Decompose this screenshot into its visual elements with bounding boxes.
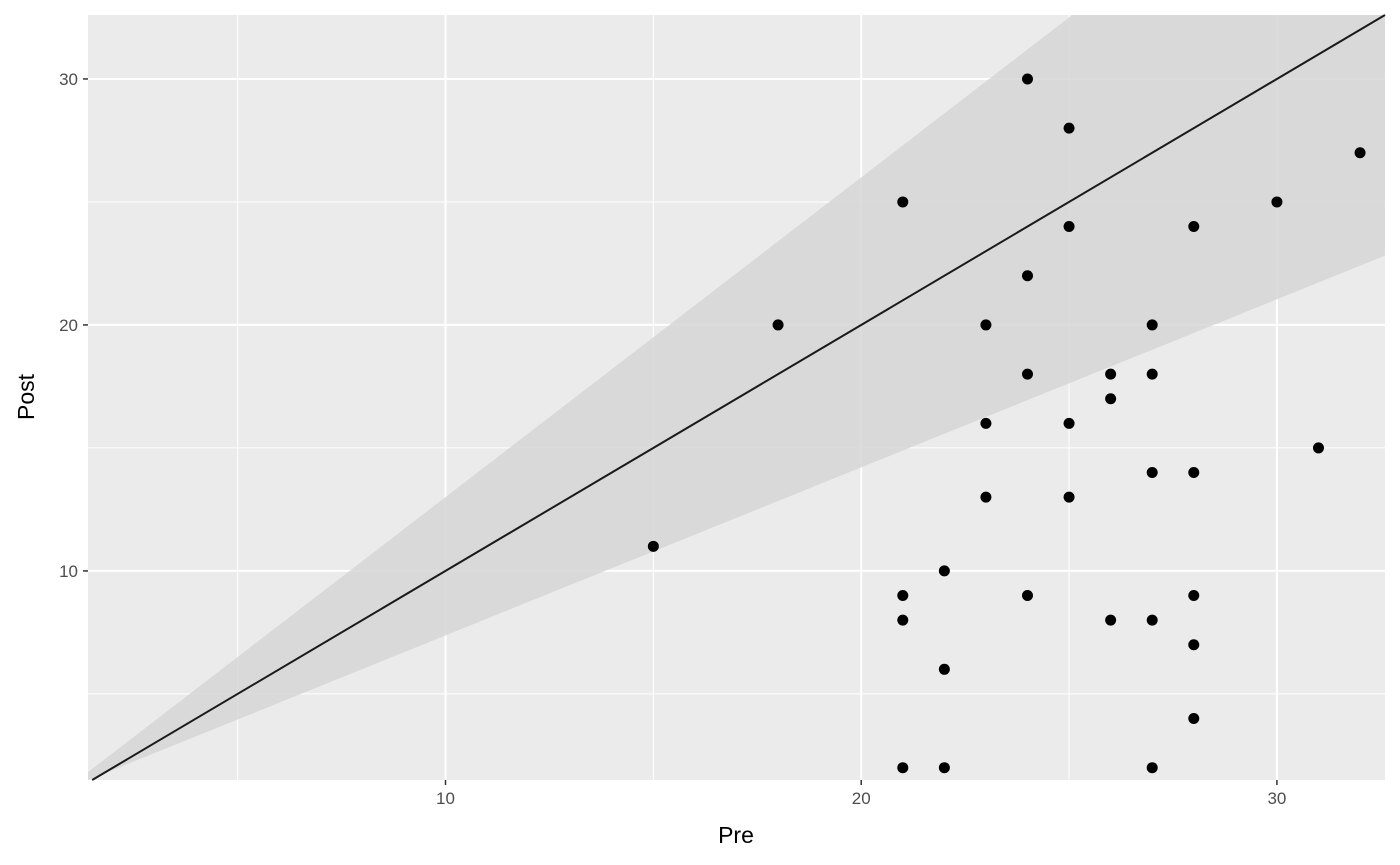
data-point xyxy=(980,491,992,503)
x-axis-title: Pre xyxy=(718,822,754,848)
data-point xyxy=(1021,73,1033,85)
data-point xyxy=(1105,368,1117,380)
y-tick-label: 30 xyxy=(59,70,78,89)
data-point xyxy=(647,540,659,552)
data-point xyxy=(1146,614,1158,626)
data-point xyxy=(1146,368,1158,380)
data-point xyxy=(897,590,909,602)
data-point xyxy=(980,417,992,429)
data-point xyxy=(1063,122,1075,134)
x-tick-label: 10 xyxy=(436,789,455,808)
data-point xyxy=(1188,590,1200,602)
x-axis: 10 20 30 xyxy=(436,780,1286,808)
data-point xyxy=(1021,270,1033,282)
data-point xyxy=(1354,147,1366,159)
data-point xyxy=(1063,417,1075,429)
y-tick-label: 10 xyxy=(59,562,78,581)
x-tick-label: 20 xyxy=(852,789,871,808)
data-point xyxy=(1021,368,1033,380)
data-point xyxy=(772,319,784,331)
data-point xyxy=(1063,221,1075,233)
data-points xyxy=(647,73,1366,774)
data-point xyxy=(1312,442,1324,454)
data-point xyxy=(897,762,909,774)
reference-line xyxy=(91,14,1386,781)
x-tick-label: 30 xyxy=(1267,789,1286,808)
data-point xyxy=(1188,639,1200,651)
data-point xyxy=(1021,590,1033,602)
y-tick-label: 20 xyxy=(59,316,78,335)
data-point xyxy=(938,565,950,577)
data-point xyxy=(938,762,950,774)
data-point xyxy=(938,663,950,675)
data-point xyxy=(980,319,992,331)
data-point xyxy=(1105,393,1117,405)
data-point xyxy=(1188,467,1200,479)
data-point xyxy=(1188,221,1200,233)
data-point xyxy=(1063,491,1075,503)
data-point xyxy=(1188,713,1200,725)
data-point xyxy=(1146,319,1158,331)
data-point xyxy=(1146,467,1158,479)
data-point xyxy=(1105,614,1117,626)
data-point xyxy=(897,614,909,626)
data-point xyxy=(1146,762,1158,774)
y-axis: 10 20 30 xyxy=(59,70,88,581)
data-point xyxy=(1271,196,1283,208)
y-axis-title: Post xyxy=(13,373,39,420)
data-point xyxy=(897,196,909,208)
